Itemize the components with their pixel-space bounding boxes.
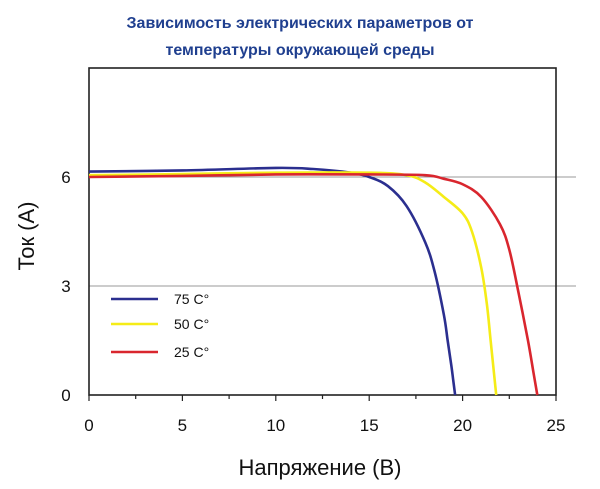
x-tick-label-5: 5 [178,416,187,435]
x-axis-label: Напряжение (В) [238,455,402,480]
x-tick-label-25: 25 [547,416,566,435]
y-tick-label-3: 3 [61,277,70,296]
legend: 75 C° 50 C° 25 C° [111,291,209,360]
x-tick-label-15: 15 [360,416,379,435]
series-line-1 [88,171,498,396]
y-axis-label: Ток (А) [14,201,39,271]
plot-frame [88,67,557,396]
chart-title: Зависимость электрических параметров от … [0,10,600,64]
y-tick-label-0: 0 [61,386,70,405]
chart-title-line-2: температуры окружающей среды [165,42,435,59]
x-tick-label-0: 0 [84,416,93,435]
legend-label-0: 75 C° [174,291,209,307]
series-line-2 [88,173,539,396]
legend-label-2: 25 C° [174,344,209,360]
series-lines [88,166,539,396]
axis-ticks: 0 3 6 0 5 10 15 20 25 [61,168,565,435]
x-tick-label-10: 10 [266,416,285,435]
series-line-0 [88,166,457,396]
chart-title-line-1: Зависимость электрических параметров от [126,15,474,32]
x-tick-label-20: 20 [453,416,472,435]
y-tick-label-6: 6 [61,168,70,187]
legend-label-1: 50 C° [174,316,209,332]
